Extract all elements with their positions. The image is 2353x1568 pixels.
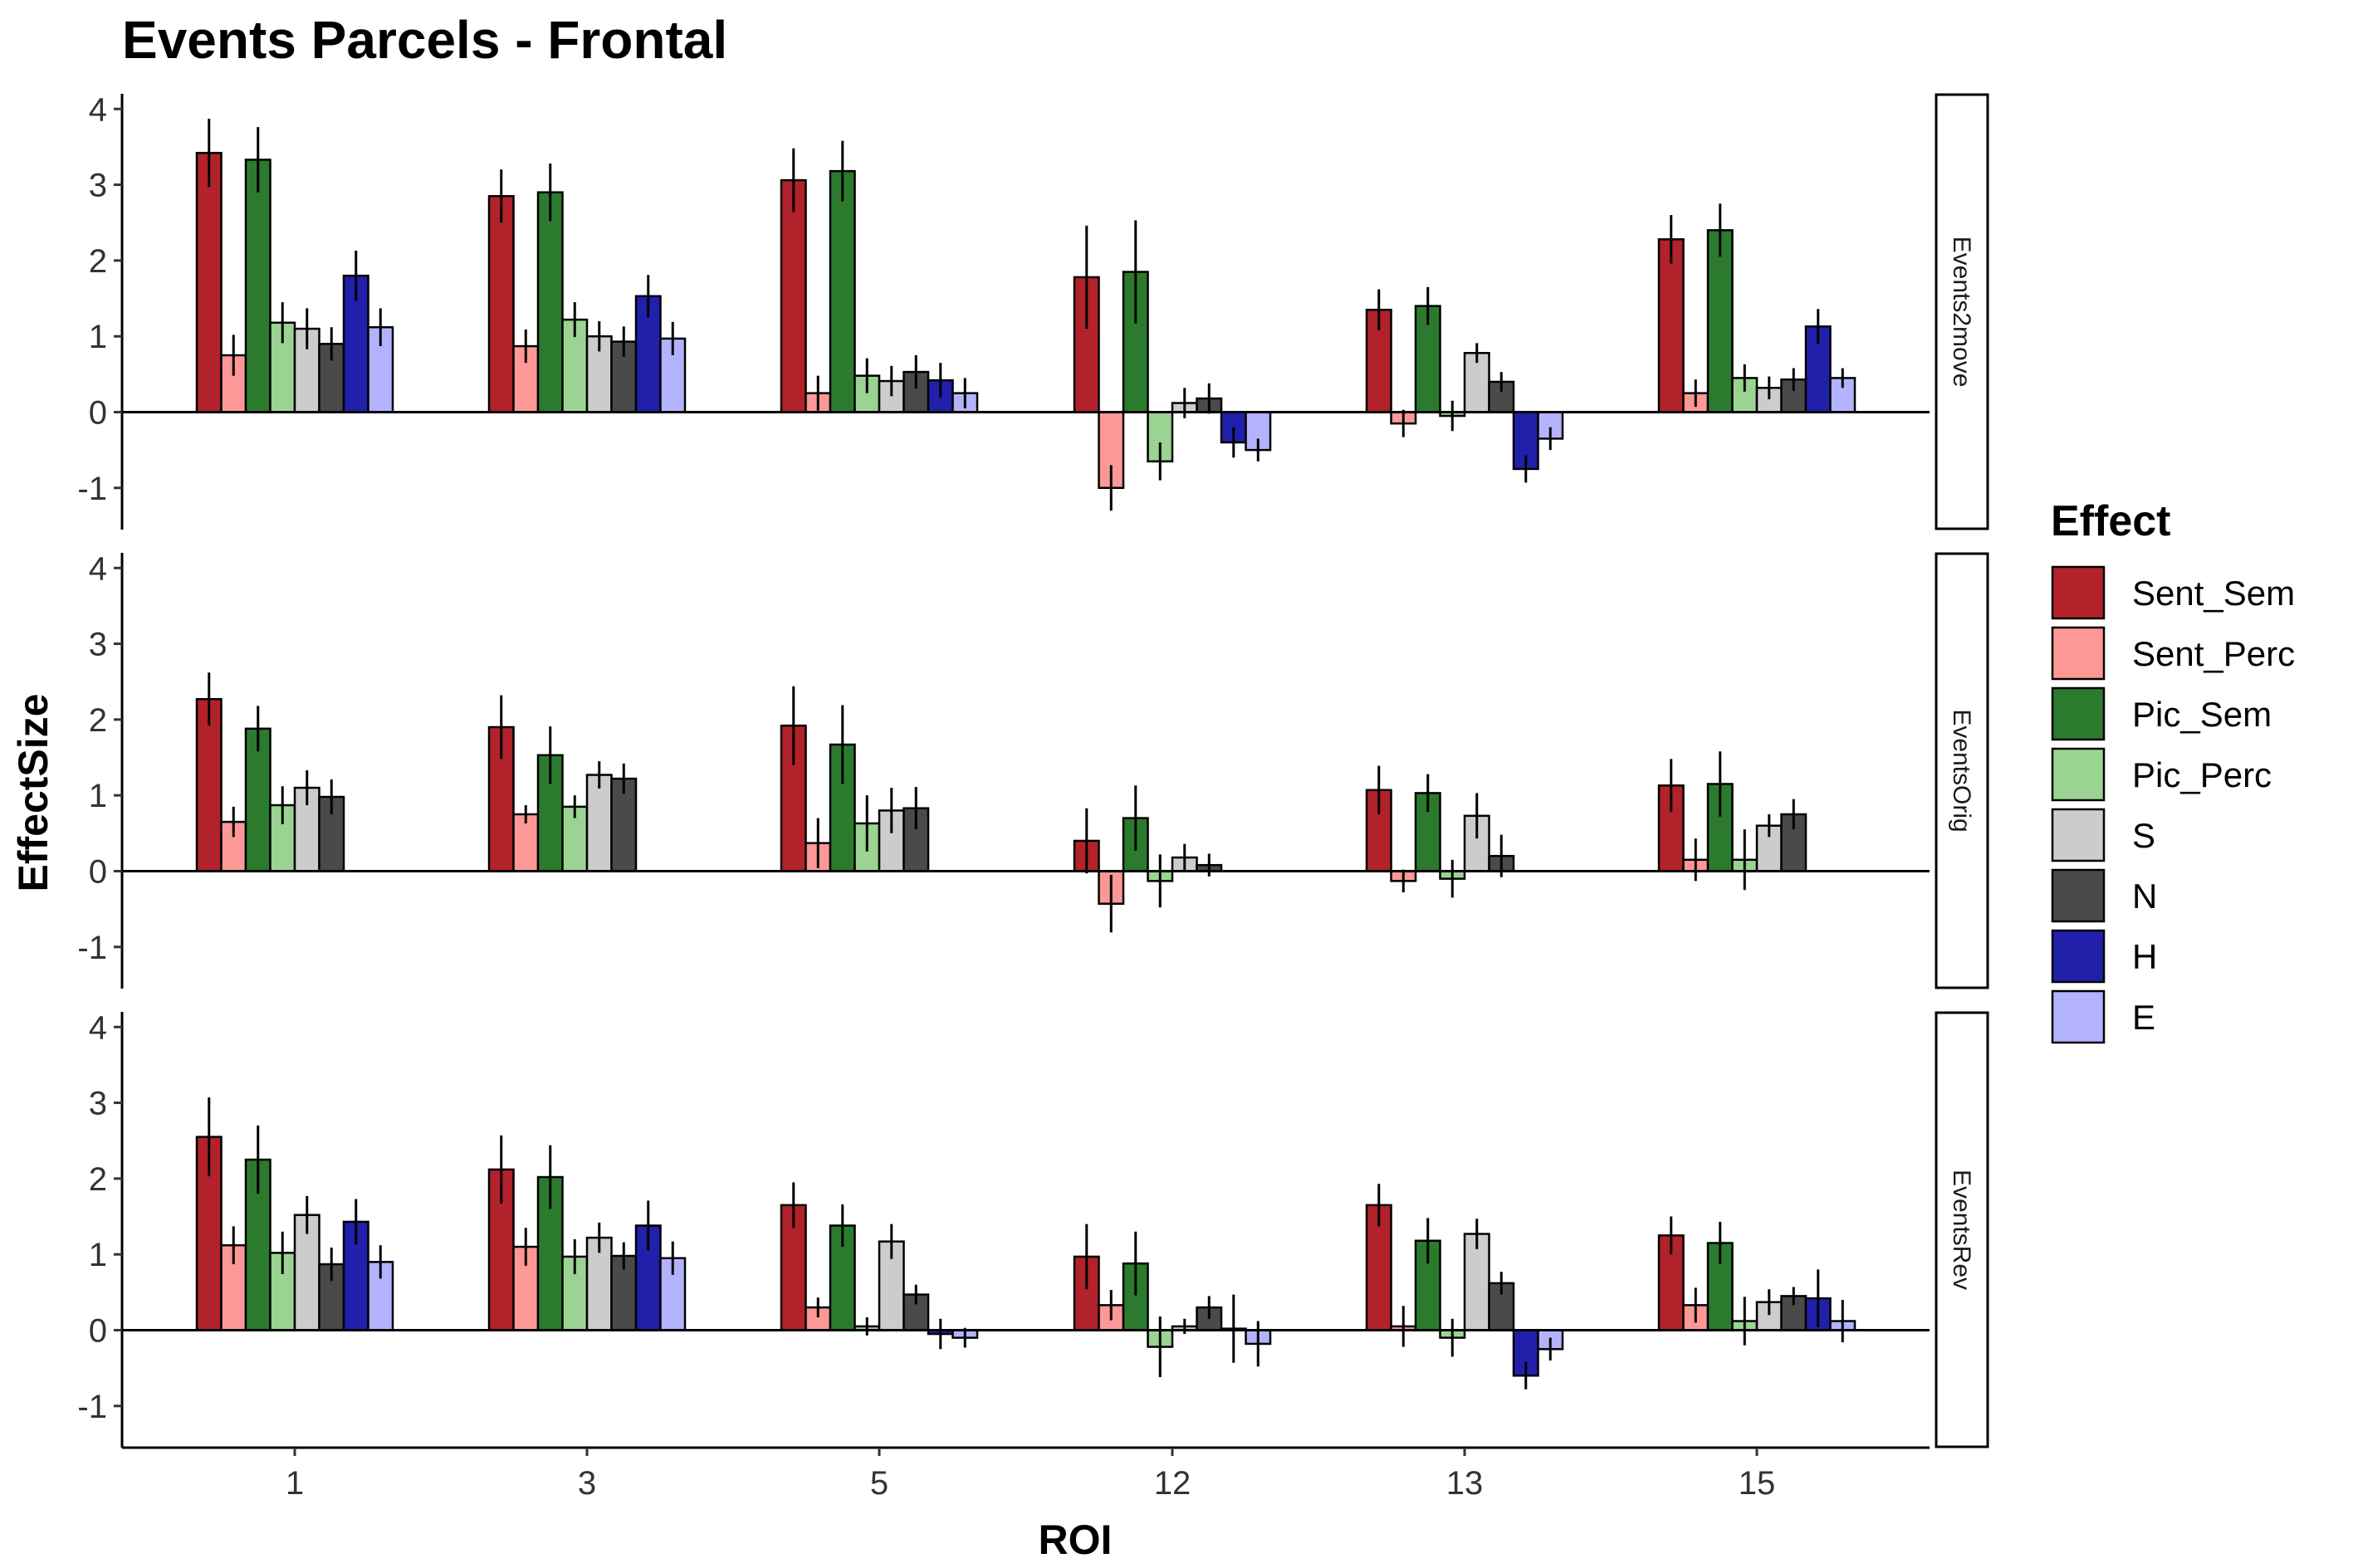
facet-label: EventsOrig [1948,709,1975,832]
legend-label: Sent_Perc [2132,634,2295,673]
y-tick-label: 4 [89,91,107,128]
legend-title: Effect [2051,497,2170,545]
y-tick-label: 4 [89,1009,107,1046]
legend-label: Pic_Sem [2132,695,2272,734]
y-tick-label: -1 [77,1389,107,1425]
y-axis-title: EffectSize [10,694,56,892]
x-tick-label: 3 [578,1465,596,1502]
y-tick-label: 3 [89,168,107,204]
legend-swatch [2051,686,2106,741]
y-tick-label: 0 [89,1312,107,1349]
legend-label: N [2132,877,2157,916]
facet-strip [1935,93,1989,530]
y-tick-label: 3 [89,627,107,663]
bar-pic-sem [536,191,564,413]
bar-sent-sem [195,151,223,413]
y-tick-label: -1 [77,471,107,507]
bar-pic-sem [244,159,272,413]
legend-label: Sent_Sem [2132,574,2295,613]
y-tick-label: 0 [89,394,107,431]
y-tick-label: 2 [89,243,107,280]
y-tick-label: 0 [89,853,107,890]
bar-h [1512,411,1539,471]
legend-swatch [2051,808,2106,862]
legend-swatch [2051,747,2106,802]
bar-n [610,777,638,872]
facet-strip [1935,1011,1989,1448]
facet-label: EventsRev [1948,1170,1975,1290]
legend-swatch [2051,929,2106,984]
panels: -1 0 1 2 3 4 Events2move -1 0 1 2 3 4 EventsOrig -1 0 1 2… [77,91,1989,1448]
legend-swatch [2051,565,2106,620]
bar-pic-sem [1706,783,1734,872]
bar-s [585,774,613,872]
panel-events2move: -1 0 1 2 3 4 Events2move [77,91,1989,530]
x-axis: 1 3 5 12 13 15 [122,1446,1930,1502]
facet-strip [1935,552,1989,989]
chart-title: Events Parcels - Frontal [122,10,727,70]
x-axis-title: ROI [1039,1517,1113,1563]
bar-sent-sem [1657,238,1685,413]
legend-swatch [2051,989,2106,1044]
legend-label: E [2132,998,2155,1037]
y-tick-label: 1 [89,319,107,355]
panel-eventsrev: -1 0 1 2 3 4 EventsRev [77,1009,1989,1448]
y-tick-label: 4 [89,550,107,587]
x-tick-label: 15 [1739,1465,1776,1502]
legend-label: S [2132,816,2155,855]
bar-pic-sem [1706,229,1734,413]
legend-label: Pic_Perc [2132,755,2272,794]
x-tick-label: 5 [870,1465,888,1502]
bar-pic-sem [829,169,856,413]
panel-eventsorig: -1 0 1 2 3 4 EventsOrig [77,550,1989,989]
x-tick-label: 12 [1154,1465,1191,1502]
y-tick-label: 1 [89,1237,107,1273]
x-tick-label: 1 [286,1465,304,1502]
y-tick-label: 1 [89,778,107,814]
y-tick-label: 3 [89,1086,107,1122]
x-tick-label: 13 [1446,1465,1484,1502]
y-tick-label: -1 [77,930,107,966]
legend-swatch [2051,626,2106,681]
bar-sent-sem [780,178,807,413]
facet-label: Events2move [1948,237,1975,388]
legend-swatch [2051,868,2106,923]
bar-s [293,1214,320,1331]
y-tick-label: 2 [89,702,107,739]
legend-label: H [2132,937,2157,976]
bar-sent-sem [487,195,515,413]
y-tick-label: 2 [89,1161,107,1198]
